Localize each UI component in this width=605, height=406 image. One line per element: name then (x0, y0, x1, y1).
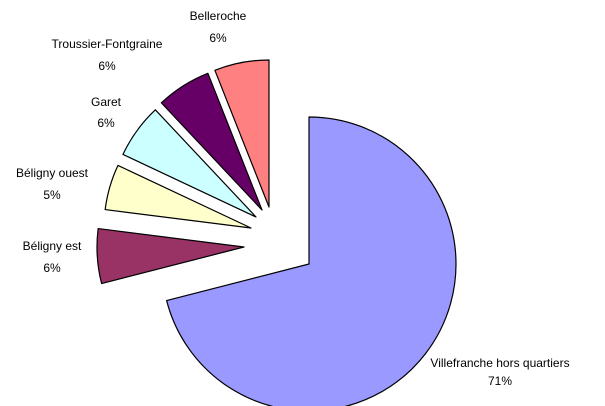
slice-percent-label: 71% (488, 374, 512, 388)
slice-label: Belleroche (190, 9, 247, 23)
slice-label: Garet (91, 95, 122, 109)
slice-label: Béligny ouest (16, 166, 89, 180)
slice-percent-label: 5% (43, 188, 61, 202)
slice-percent-label: 6% (97, 116, 115, 130)
pie-slice (104, 164, 252, 229)
slice-label: Béligny est (23, 239, 82, 253)
pie-slice (166, 116, 457, 406)
pie-slices (96, 59, 457, 406)
slice-percent-label: 6% (209, 31, 227, 45)
pie-slice (96, 227, 245, 285)
slice-percent-label: 6% (98, 59, 116, 73)
slice-percent-label: 6% (43, 261, 61, 275)
pie-labels: Villefranche hors quartiers 71% Béligny es… (16, 9, 570, 388)
pie-slice (214, 59, 270, 208)
slice-label: Villefranche hors quartiers (430, 356, 569, 370)
pie-slice (160, 72, 263, 211)
slice-label: Troussier-Fontgraine (52, 37, 163, 51)
pie-slice (122, 109, 257, 218)
